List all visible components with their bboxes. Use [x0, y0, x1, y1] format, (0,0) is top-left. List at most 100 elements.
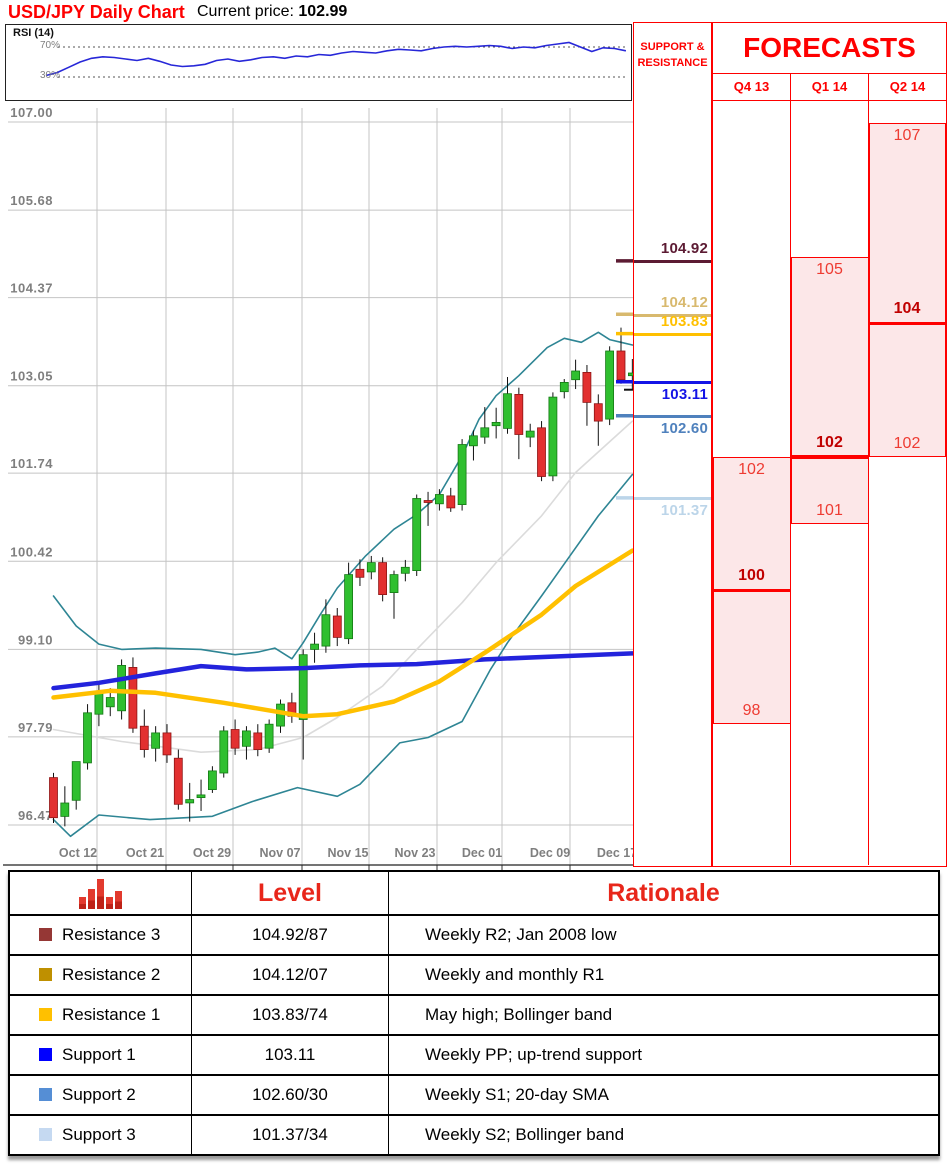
candle — [446, 495, 456, 509]
sr-level-label: 103.83 — [660, 313, 708, 331]
forecast-quarter-header: Q2 14 — [889, 79, 926, 94]
candle — [139, 725, 149, 751]
candle — [185, 799, 195, 804]
table-row: Support 1 103.11 Weekly PP; up-trend suppo… — [8, 1035, 940, 1075]
candle — [355, 568, 365, 578]
candle — [344, 574, 354, 640]
forecast-quarters-row: Q4 13 Q1 14 Q2 14 — [713, 74, 946, 101]
table-row: Resistance 2 104.12/07 Weekly and monthly … — [8, 955, 940, 995]
level-name-cell: Support 1 — [8, 1035, 192, 1075]
candle — [151, 732, 161, 749]
level-rationale: Weekly PP; up-trend support — [388, 1035, 940, 1075]
svg-text:99.10: 99.10 — [18, 632, 53, 647]
forecast-low-label: 101 — [816, 501, 843, 519]
candle — [525, 430, 535, 438]
level-value: 104.12/07 — [191, 955, 389, 995]
candle — [593, 403, 603, 422]
rsi-30-label: 30% — [39, 70, 60, 81]
table-row: Resistance 1 103.83/74 May high; Bollinger… — [8, 995, 940, 1035]
forecast-columns: 102 98 100 105 101 102 107 102 104 — [712, 101, 946, 865]
candle — [582, 371, 592, 403]
candle — [207, 770, 217, 791]
forecast-quarter-header: Q1 14 — [791, 74, 869, 100]
svg-text:Nov 23: Nov 23 — [395, 846, 436, 860]
forecast-range-box: 105 101 — [790, 256, 869, 524]
forecast-high-label: 102 — [738, 460, 765, 478]
svg-text:Nov 07: Nov 07 — [260, 846, 301, 860]
svg-text:97.79: 97.79 — [18, 720, 53, 735]
level-name-cell: Resistance 3 — [8, 915, 192, 955]
candle — [196, 794, 206, 799]
candle — [71, 761, 81, 801]
level-color-swatch — [39, 1128, 52, 1141]
level-rationale: Weekly R2; Jan 2008 low — [388, 915, 940, 955]
candle — [264, 723, 274, 749]
support-resistance-title: SUPPORT & RESISTANCE — [637, 41, 708, 69]
forecast-column: 107 102 104 — [868, 101, 946, 865]
candle — [241, 730, 251, 747]
svg-text:105.68: 105.68 — [10, 193, 53, 208]
svg-text:104.37: 104.37 — [10, 281, 53, 296]
candle — [616, 350, 626, 381]
candle — [571, 370, 580, 381]
sr-level-line — [634, 497, 711, 501]
candle — [60, 802, 70, 817]
level-name: Resistance 3 — [62, 925, 161, 944]
sr-level-label: 104.12 — [660, 293, 708, 311]
forecast-central-line — [869, 321, 945, 326]
forecasts-panel: FORECASTS Q4 13 Q1 14 Q2 14 102 98 100 105 101… — [712, 22, 947, 867]
candle — [117, 665, 126, 712]
candle — [298, 654, 308, 720]
forecast-high-label: 105 — [816, 260, 843, 278]
current-price-value: 102.99 — [298, 3, 348, 20]
candle — [605, 350, 614, 420]
forecast-central-line — [713, 588, 790, 593]
support-resistance-panel: SUPPORT & RESISTANCE 104.92 104.12 103.83 1… — [633, 22, 712, 867]
table-row: Resistance 3 104.92/87 Weekly R2; Jan 2008… — [8, 915, 940, 955]
candle — [83, 712, 92, 764]
candle — [230, 729, 240, 749]
level-rationale: May high; Bollinger band — [388, 995, 940, 1035]
forecast-central-label: 100 — [738, 567, 765, 585]
candle — [514, 393, 524, 435]
level-value: 103.11 — [191, 1035, 389, 1075]
candle — [537, 427, 546, 477]
candle — [94, 692, 104, 715]
candle — [366, 562, 376, 573]
svg-text:Oct 29: Oct 29 — [193, 846, 231, 860]
level-value: 103.83/74 — [191, 995, 389, 1035]
svg-text:Nov 15: Nov 15 — [328, 846, 369, 860]
svg-text:101.74: 101.74 — [10, 456, 53, 471]
level-color-swatch — [39, 968, 52, 981]
candle — [128, 667, 138, 729]
level-name-cell: Resistance 1 — [8, 995, 192, 1035]
sr-level-line — [634, 415, 711, 419]
candle — [321, 614, 331, 647]
svg-text:107.00: 107.00 — [10, 105, 53, 120]
level-color-swatch — [39, 1088, 52, 1101]
candle — [173, 757, 183, 805]
sr-level-line — [634, 333, 711, 337]
level-rationale: Weekly and monthly R1 — [388, 955, 940, 995]
table-row: Support 2 102.60/30 Weekly S1; 20-day SMA — [8, 1075, 940, 1115]
forecasts-title: FORECASTS — [713, 23, 946, 74]
candle — [49, 777, 58, 819]
candle — [310, 643, 320, 650]
candle — [162, 732, 172, 756]
svg-text:Oct 12: Oct 12 — [59, 846, 97, 860]
rsi-70-label: 70% — [39, 40, 60, 51]
sr-level-line — [634, 313, 711, 317]
forecast-column: 102 98 100 — [712, 101, 791, 865]
candle — [423, 500, 433, 503]
candle — [253, 732, 263, 751]
level-column-header: Level — [191, 871, 389, 915]
current-price-label: Current price: — [197, 3, 294, 20]
candle — [434, 494, 444, 505]
candle — [219, 730, 229, 774]
forecast-quarter-header: Q4 13 — [713, 74, 791, 100]
svg-text:103.05: 103.05 — [10, 369, 53, 384]
table-row: Support 3 101.37/34 Weekly S2; Bollinger b… — [8, 1115, 940, 1155]
candle — [548, 396, 558, 477]
forecast-high-label: 107 — [893, 127, 921, 144]
level-rationale: Weekly S2; Bollinger band — [388, 1115, 940, 1155]
